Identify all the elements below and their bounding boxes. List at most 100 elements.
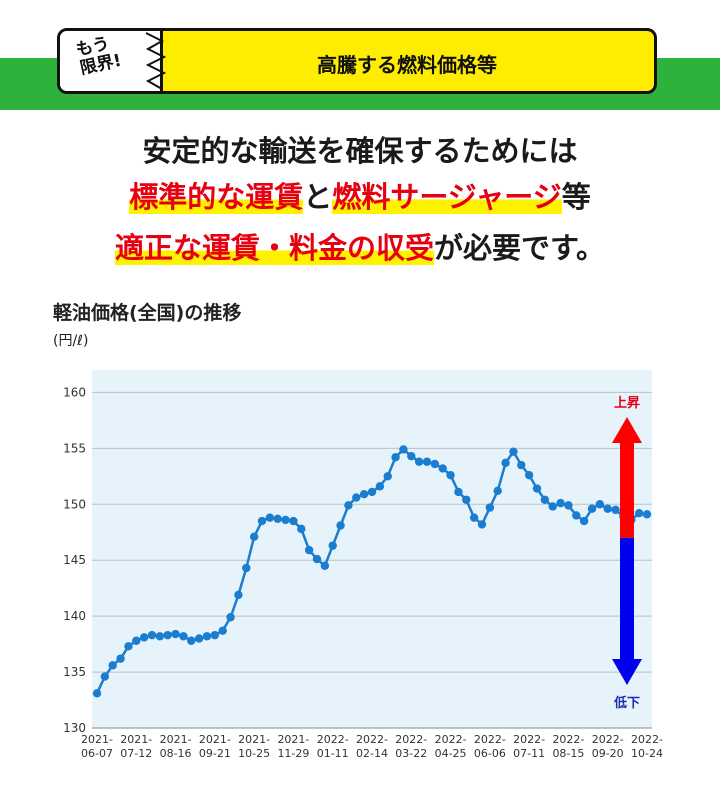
data-point bbox=[391, 453, 400, 462]
data-point bbox=[234, 590, 243, 600]
data-point bbox=[548, 502, 557, 511]
data-point bbox=[257, 516, 267, 526]
data-point bbox=[572, 511, 581, 520]
data-point bbox=[642, 510, 652, 519]
data-point bbox=[273, 514, 282, 523]
data-point bbox=[407, 451, 416, 461]
data-point bbox=[344, 501, 353, 510]
data-point bbox=[147, 630, 157, 640]
data-point bbox=[352, 493, 361, 502]
data-point bbox=[414, 457, 424, 466]
data-point bbox=[328, 541, 337, 550]
x-tick-label-year: 2021- bbox=[199, 733, 231, 746]
headline-red-3: 適正な運賃・料金の収受 bbox=[114, 231, 434, 265]
data-point bbox=[422, 457, 432, 466]
x-tick-label-date: 08-15 bbox=[552, 747, 584, 760]
y-tick-label: 145 bbox=[63, 553, 86, 567]
headline-line3: 適正な運賃・料金の収受が必要です。 bbox=[0, 225, 720, 267]
banner: もう 限界! 高騰する燃料価格等 bbox=[57, 28, 657, 94]
data-point bbox=[210, 630, 220, 640]
down-label: 低下 bbox=[613, 695, 640, 711]
data-point bbox=[509, 447, 518, 456]
data-point bbox=[595, 500, 605, 509]
plot-area bbox=[92, 370, 652, 728]
data-point bbox=[524, 470, 534, 480]
data-point bbox=[383, 472, 392, 481]
headline-red-2: 燃料サージャージ bbox=[332, 180, 562, 214]
headline-end-3: が必要です。 bbox=[433, 231, 606, 265]
data-point bbox=[312, 554, 322, 564]
x-tick-label-year: 2022- bbox=[592, 733, 624, 746]
data-point bbox=[281, 515, 290, 525]
x-tick-label-year: 2021- bbox=[81, 733, 113, 746]
x-tick-label-date: 07-11 bbox=[513, 747, 545, 760]
data-point bbox=[139, 633, 149, 642]
up-label: 上昇 bbox=[614, 396, 640, 411]
headline-end: 等 bbox=[561, 180, 591, 214]
x-tick-label-date: 03-22 bbox=[395, 747, 427, 760]
data-point bbox=[289, 516, 298, 526]
data-point bbox=[336, 521, 345, 530]
headline-red-1: 標準的な運賃 bbox=[129, 180, 304, 214]
x-tick-label-date: 01-11 bbox=[317, 747, 349, 760]
x-tick-label-year: 2022- bbox=[552, 733, 584, 746]
data-point bbox=[540, 495, 550, 504]
data-point bbox=[532, 484, 542, 493]
data-point bbox=[587, 504, 597, 513]
data-point bbox=[132, 636, 141, 645]
data-point bbox=[202, 632, 212, 641]
data-point bbox=[297, 524, 306, 534]
data-point bbox=[171, 629, 180, 639]
data-point bbox=[399, 445, 408, 454]
data-point bbox=[359, 489, 369, 499]
x-tick-label-date: 09-21 bbox=[199, 747, 231, 760]
data-point bbox=[320, 561, 330, 570]
x-tick-label-date: 02-14 bbox=[356, 747, 388, 760]
y-tick-label: 160 bbox=[63, 385, 86, 399]
data-point bbox=[375, 482, 385, 491]
data-point bbox=[304, 545, 314, 555]
data-point bbox=[100, 672, 110, 681]
data-point bbox=[564, 501, 573, 510]
y-tick-label: 150 bbox=[63, 497, 86, 511]
data-point bbox=[634, 509, 644, 518]
y-tick-label: 140 bbox=[63, 609, 86, 623]
zigzag-icon bbox=[145, 32, 167, 90]
data-point bbox=[108, 661, 117, 670]
data-point bbox=[485, 503, 495, 512]
data-point bbox=[249, 532, 259, 541]
headline-line2: 標準的な運賃と燃料サージャージ等 bbox=[0, 174, 720, 216]
x-tick-label-year: 2022- bbox=[395, 733, 427, 746]
x-tick-label-year: 2021- bbox=[120, 733, 152, 746]
chart-title: 軽油価格(全国)の推移 bbox=[53, 302, 242, 324]
data-point bbox=[265, 513, 275, 522]
x-tick-label-year: 2021- bbox=[160, 733, 192, 746]
data-point bbox=[226, 613, 235, 622]
x-tick-label-date: 11-29 bbox=[277, 747, 309, 760]
x-tick-label-date: 07-12 bbox=[120, 747, 152, 760]
x-tick-label-date: 06-07 bbox=[81, 747, 113, 760]
x-tick-label-date: 06-06 bbox=[474, 747, 506, 760]
y-tick-label: 135 bbox=[63, 665, 86, 679]
x-tick-label-date: 08-16 bbox=[160, 747, 192, 760]
data-point bbox=[124, 642, 133, 651]
x-tick-label-year: 2021- bbox=[238, 733, 270, 746]
y-tick-label: 130 bbox=[63, 721, 86, 735]
data-point bbox=[92, 689, 102, 698]
data-point bbox=[430, 459, 440, 469]
data-point bbox=[179, 632, 188, 641]
data-point bbox=[194, 634, 204, 643]
data-point bbox=[116, 654, 125, 663]
data-point bbox=[477, 520, 487, 529]
x-tick-label-year: 2021- bbox=[277, 733, 309, 746]
x-tick-label-year: 2022- bbox=[474, 733, 506, 746]
x-tick-label-date: 09-20 bbox=[592, 747, 624, 760]
data-point bbox=[187, 636, 196, 645]
x-tick-label-year: 2022- bbox=[435, 733, 467, 746]
x-tick-label-year: 2022- bbox=[317, 733, 349, 746]
x-tick-label-date: 04-25 bbox=[435, 747, 467, 760]
x-tick-label-date: 10-24 bbox=[631, 747, 663, 760]
x-tick-label-year: 2022- bbox=[631, 733, 663, 746]
headline-line1: 安定的な輸送を確保するためには bbox=[142, 134, 578, 168]
